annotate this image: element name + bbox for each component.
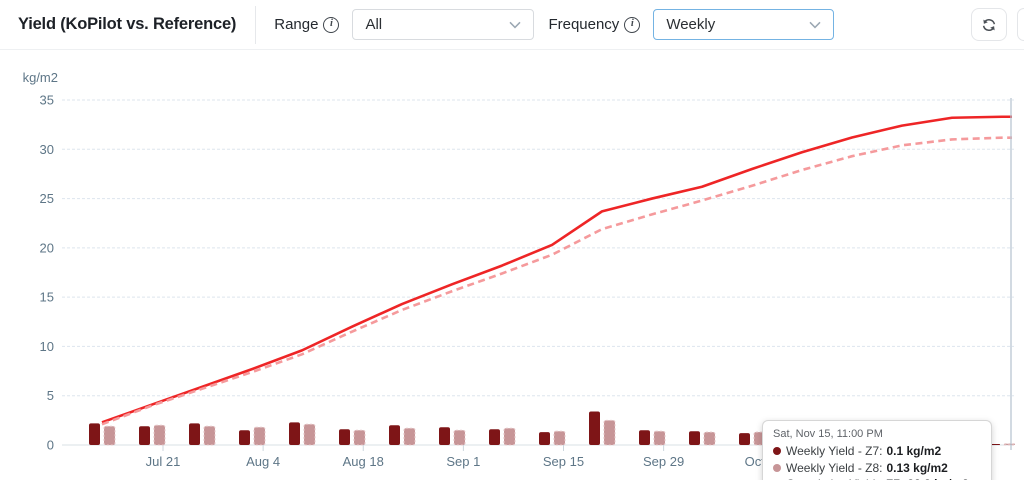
chart-tooltip: Sat, Nov 15, 11:00 PM Weekly Yield - Z7:…	[762, 420, 992, 480]
x-tick-label: Jul 21	[146, 454, 181, 469]
bar-z7[interactable]	[89, 423, 100, 445]
bar-z7[interactable]	[289, 422, 300, 445]
y-tick-label: 15	[40, 290, 54, 305]
bar-z8[interactable]	[203, 425, 216, 446]
bar-z7[interactable]	[139, 426, 150, 445]
tooltip-row: Cumulative Yield - Z7:33.3 kg/m2	[773, 476, 981, 480]
x-tick-label: Sep 1	[446, 454, 480, 469]
refresh-icon	[982, 18, 996, 31]
x-tick-label: Aug 4	[246, 454, 280, 469]
info-icon[interactable]: i	[323, 16, 340, 33]
y-axis-title: kg/m2	[23, 70, 58, 85]
y-tick-label: 5	[47, 388, 54, 403]
bar-z8[interactable]	[703, 431, 716, 446]
x-tick-label: Sep 29	[643, 454, 684, 469]
info-icon[interactable]: i	[624, 16, 641, 33]
tooltip-row: Weekly Yield - Z7: 0.1 kg/m2	[773, 443, 981, 460]
yield-chart[interactable]: 0 5 10 15 20 25 30 35 kg/m2 Jul 21 Aug 4 Aug 18 Sep …	[0, 50, 1024, 480]
divider	[255, 5, 257, 44]
bar-z7[interactable]	[589, 411, 600, 445]
bar-z8[interactable]	[253, 426, 266, 446]
tooltip-rows: Weekly Yield - Z7: 0.1 kg/m2 Weekly Yield …	[773, 443, 981, 480]
bar-z8[interactable]	[503, 427, 516, 446]
series-bullet-icon	[773, 447, 781, 456]
range-select[interactable]: All	[352, 9, 535, 40]
bar-z7[interactable]	[189, 423, 200, 445]
y-tick-label: 0	[47, 438, 54, 453]
bar-z8[interactable]	[303, 423, 316, 446]
bar-z8[interactable]	[153, 424, 166, 446]
y-tick-label: 25	[40, 191, 54, 206]
tooltip-row: Weekly Yield - Z8: 0.13 kg/m2	[773, 460, 981, 477]
refresh-button[interactable]	[971, 8, 1007, 41]
partial-button[interactable]	[1017, 8, 1024, 41]
tooltip-date: Sat, Nov 15, 11:00 PM	[773, 428, 883, 440]
y-tick-label: 35	[40, 93, 54, 108]
frequency-select[interactable]: Weekly	[653, 9, 835, 40]
bar-z7[interactable]	[739, 433, 750, 445]
bar-z8[interactable]	[103, 425, 116, 446]
page-title: Yield (KoPilot vs. Reference)	[18, 15, 237, 33]
chart-header: Yield (KoPilot vs. Reference) Range i Al…	[0, 0, 1024, 50]
bar-z8[interactable]	[353, 429, 366, 446]
bar-z8[interactable]	[553, 430, 566, 446]
bar-z7[interactable]	[389, 425, 400, 445]
range-select-value: All	[365, 16, 383, 33]
x-tick-label: Aug 18	[343, 454, 384, 469]
y-tick-label: 20	[40, 240, 54, 255]
bar-z7[interactable]	[489, 429, 500, 445]
bar-z7[interactable]	[339, 429, 350, 445]
bar-z8[interactable]	[453, 429, 466, 446]
chart-canvas: 0 5 10 15 20 25 30 35 kg/m2 Jul 21 Aug 4 Aug 18 Sep …	[23, 70, 1016, 469]
bar-z7[interactable]	[639, 430, 650, 445]
x-tick-label: Sep 15	[543, 454, 584, 469]
bar-z8[interactable]	[403, 427, 416, 446]
range-label: Range	[274, 16, 319, 33]
bar-z8[interactable]	[1003, 443, 1016, 446]
frequency-label: Frequency	[548, 16, 620, 33]
line-cumulative-z7[interactable]	[101, 115, 1012, 424]
y-tick-label: 30	[40, 142, 54, 157]
chevron-down-icon	[509, 21, 521, 28]
bar-z8[interactable]	[603, 419, 616, 446]
bar-z7[interactable]	[689, 431, 700, 445]
line-cumulative-z8[interactable]	[101, 136, 1012, 426]
bar-z7[interactable]	[539, 432, 550, 445]
bar-z7[interactable]	[439, 427, 450, 445]
series-bullet-icon	[773, 463, 781, 472]
y-tick-label: 10	[40, 339, 54, 354]
bar-z7[interactable]	[239, 430, 250, 445]
chevron-down-icon	[809, 21, 821, 28]
bar-z8[interactable]	[653, 430, 666, 446]
frequency-select-value: Weekly	[666, 16, 716, 33]
